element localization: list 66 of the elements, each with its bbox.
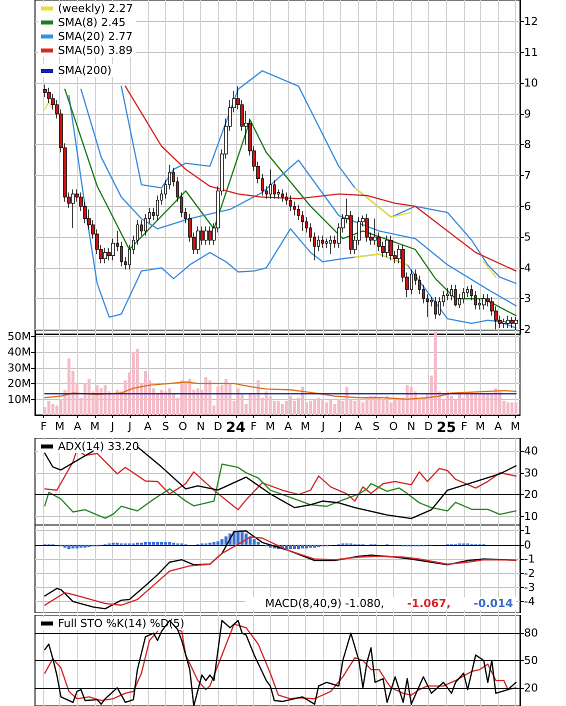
y-tick-label: 11: [524, 46, 538, 59]
legend-label: ADX(14) 33.20: [58, 440, 140, 453]
y-tick-label: 40M: [8, 346, 31, 359]
x-tick-label: O: [178, 420, 188, 433]
y-tick-label: 20: [524, 488, 538, 502]
y-tick-label: 30: [524, 466, 538, 480]
y-tick-label: 10: [524, 510, 538, 523]
x-tick-label: M: [266, 420, 276, 433]
x-tick-label: O: [389, 420, 398, 433]
legend-label: SMA(50) 3.89: [58, 44, 133, 57]
x-tick-label: A: [284, 420, 292, 433]
x-tick-label: F: [40, 420, 47, 433]
y-tick-label: 40: [524, 444, 538, 458]
y-tick-label: 6: [524, 200, 531, 213]
x-tick-label: 24: [226, 420, 246, 436]
x-tick-label: A: [74, 420, 82, 433]
x-tick-label: A: [494, 420, 502, 433]
y-tick-label: -4: [524, 595, 535, 608]
x-tick-label: M: [476, 420, 486, 433]
y-tick-label: -1: [524, 552, 535, 566]
x-tick-label: M: [300, 420, 310, 433]
y-tick-label: 20M: [8, 377, 31, 390]
y-tick-label: 7: [524, 169, 531, 182]
annotation: SMA(200): [38, 64, 115, 77]
x-tick-label: J: [320, 420, 325, 433]
y-tick-label: 80: [524, 626, 538, 640]
x-tick-label: J: [127, 420, 132, 433]
y-tick-label: 10: [524, 76, 538, 90]
y-tick-label: -2: [524, 566, 535, 580]
y-tick-label: 2: [524, 323, 531, 336]
y-tick-label: 0: [524, 538, 531, 552]
y-tick-label: 1: [524, 524, 531, 538]
x-tick-label: S: [162, 420, 170, 433]
x-tick-label: S: [372, 420, 380, 433]
text: MACD(8,40,9) -1.080,: [265, 597, 384, 610]
x-tick-label: J: [338, 420, 342, 433]
x-tick-label: N: [196, 420, 205, 433]
text: -1.067,: [407, 597, 451, 610]
x-tick-label: A: [144, 420, 152, 433]
x-tick-label: M: [510, 420, 520, 433]
x-tick-label: N: [407, 420, 416, 433]
x-tick-label: F: [461, 420, 468, 433]
y-tick-label: -3: [524, 580, 535, 594]
y-tick-label: 20: [524, 681, 538, 694]
y-tick-label: 9: [524, 107, 531, 120]
legend-label: SMA(8) 2.45: [58, 16, 126, 29]
y-tick-label: 8: [524, 138, 531, 152]
x-tick-label: M: [90, 420, 100, 433]
x-tick-label: 25: [436, 420, 456, 436]
text: -0.014: [474, 597, 514, 610]
y-tick-label: 50M: [8, 330, 31, 343]
legend-label: SMA(20) 2.77: [58, 30, 133, 43]
x-tick-label: F: [250, 420, 257, 433]
legend-label: (weekly) 2.27: [58, 2, 134, 15]
x-tick-label: A: [354, 420, 363, 433]
y-tick-label: 3: [524, 292, 531, 306]
x-tick-label: J: [110, 420, 114, 433]
y-tick-label: 12: [524, 15, 538, 28]
y-tick-label: 50: [524, 654, 538, 667]
x-tick-label: D: [424, 420, 433, 433]
y-tick-label: 5: [524, 230, 531, 244]
y-tick-label: 30M: [8, 361, 31, 374]
y-tick-label: 4: [524, 261, 531, 274]
y-tick-label: 10M: [8, 392, 31, 406]
x-tick-label: M: [54, 420, 64, 433]
x-tick-label: D: [214, 420, 222, 433]
